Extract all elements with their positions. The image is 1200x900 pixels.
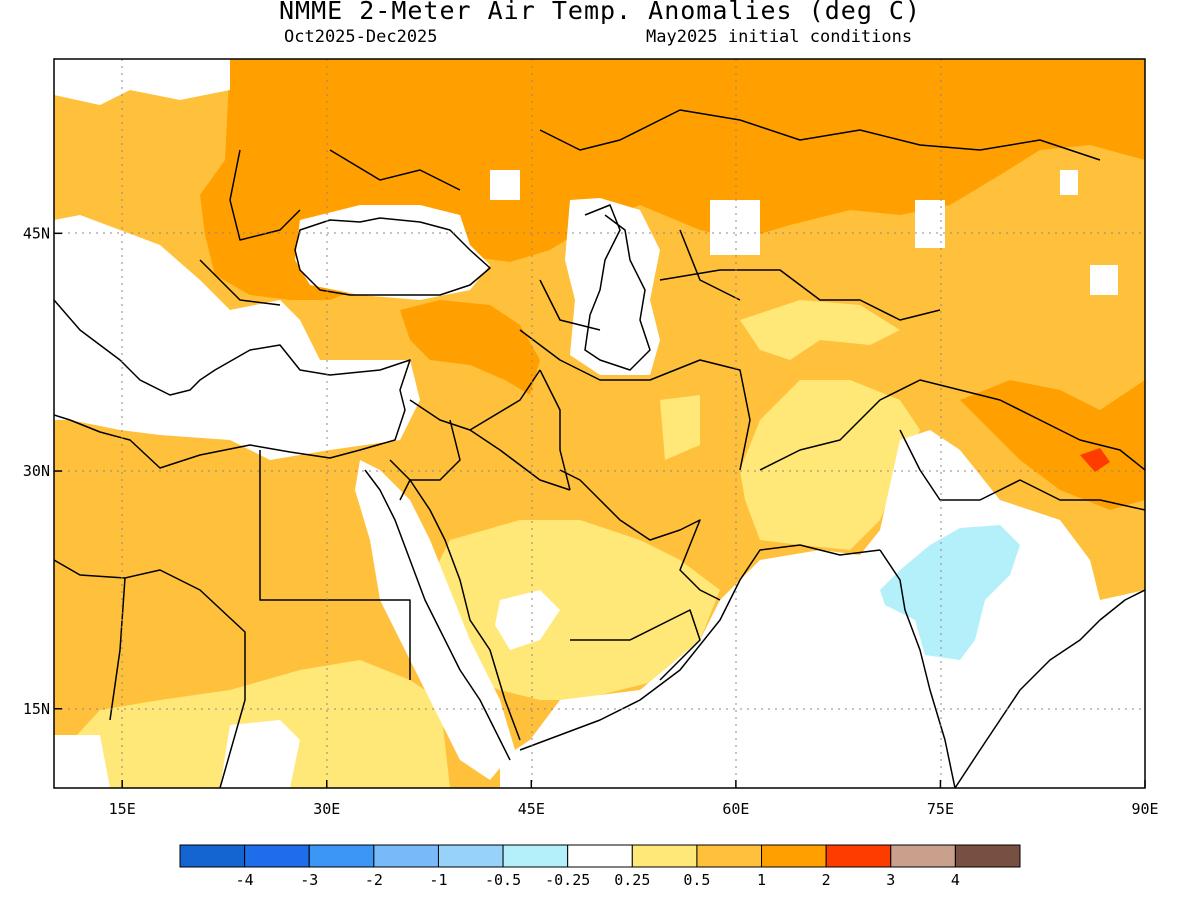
- anomaly-band-025to05-pakistan: [740, 380, 920, 550]
- anomaly-band-1to2-turkey: [400, 300, 540, 395]
- colorbar-swatch: [308, 844, 375, 868]
- anomaly-band-1to2-tibet: [960, 380, 1145, 510]
- colorbar-label: 0.25: [614, 871, 650, 889]
- border-middle-east: [399, 369, 701, 681]
- anomaly-near-normal-sahara: [54, 720, 300, 788]
- colorbar-swatch: [954, 844, 1021, 868]
- coastline-persian-gulf: [559, 469, 721, 601]
- lat-tick-label: 30N: [23, 462, 50, 480]
- colorbar-swatch: [244, 844, 310, 868]
- colorbar-label: -4: [236, 871, 254, 889]
- longitude-axis: 15E 30E 45E 60E 75E 90E: [109, 780, 1159, 818]
- colorbar-swatch: [567, 844, 633, 868]
- anomaly-near-normal-black-sea: [295, 205, 490, 300]
- lon-tick-label: 75E: [927, 800, 954, 818]
- colorbar-swatch: [761, 844, 827, 868]
- colorbar-legend: -4 -3 -2 -1 -0.5 -0.25 0.25 0.5 1 2 3 4: [179, 844, 1021, 889]
- colorbar-swatch: [825, 844, 892, 868]
- lon-tick-label: 15E: [109, 800, 136, 818]
- colorbar-swatch: [437, 844, 504, 868]
- colorbar-label: 2: [822, 871, 831, 889]
- border-eurasia: [199, 109, 1145, 511]
- coastline-caspian: [584, 204, 651, 371]
- colorbar-label: -3: [300, 871, 318, 889]
- coastlines-and-borders: [54, 109, 1145, 788]
- anomaly-near-normal-north-spots: [54, 59, 1118, 295]
- colorbar-label: -0.5: [485, 871, 521, 889]
- anomaly-spot-2to3: [1080, 448, 1110, 472]
- lat-tick-label: 45N: [23, 224, 50, 242]
- colorbar-label: -1: [429, 871, 447, 889]
- border-africa: [54, 450, 411, 788]
- coastline-mediterranean: [54, 299, 411, 469]
- colorbar-label: 1: [757, 871, 766, 889]
- anomaly-near-normal-arabian-sea: [495, 430, 1145, 788]
- coastline-arabia-south: [519, 544, 881, 751]
- graticule: [54, 59, 1145, 788]
- anomaly-band-025to05-arabia: [420, 520, 720, 700]
- map-area: [54, 59, 1145, 788]
- colorbar-swatch: [631, 844, 698, 868]
- anomaly-near-normal-europe: [54, 215, 420, 460]
- colorbar-swatch: [179, 844, 246, 868]
- coastline-red-sea: [364, 459, 521, 761]
- colorbar-swatch: [373, 844, 439, 868]
- coastline-india: [879, 549, 1145, 788]
- anomaly-band-025to05-west-asia: [660, 300, 900, 460]
- map-frame: [53, 58, 1146, 789]
- lon-tick-label: 60E: [722, 800, 749, 818]
- initial-conditions: May2025 initial conditions: [646, 27, 913, 47]
- forecast-period: Oct2025-Dec2025: [284, 27, 438, 47]
- colorbar-label: 4: [951, 871, 960, 889]
- anomaly-band-neg05-to-neg025-india: [880, 525, 1020, 660]
- lat-tick-label: 15N: [23, 700, 50, 718]
- lon-tick-label: 30E: [313, 800, 340, 818]
- colorbar-swatch: [890, 844, 956, 868]
- lon-tick-label: 90E: [1131, 800, 1158, 818]
- coastline-black-sea: [294, 217, 491, 296]
- anomaly-near-normal-caspian: [565, 198, 660, 375]
- map-title: NMME 2-Meter Air Temp. Anomalies (deg C): [278, 0, 922, 25]
- colorbar-label: -0.25: [545, 871, 590, 889]
- colorbar-label: -2: [365, 871, 383, 889]
- colorbar-swatch: [502, 844, 569, 868]
- colorbar-swatch: [696, 844, 763, 868]
- colorbar-label: 0.5: [683, 871, 710, 889]
- latitude-axis: 45N 30N 15N: [23, 224, 62, 718]
- lon-tick-label: 45E: [518, 800, 545, 818]
- colorbar-label: 3: [886, 871, 895, 889]
